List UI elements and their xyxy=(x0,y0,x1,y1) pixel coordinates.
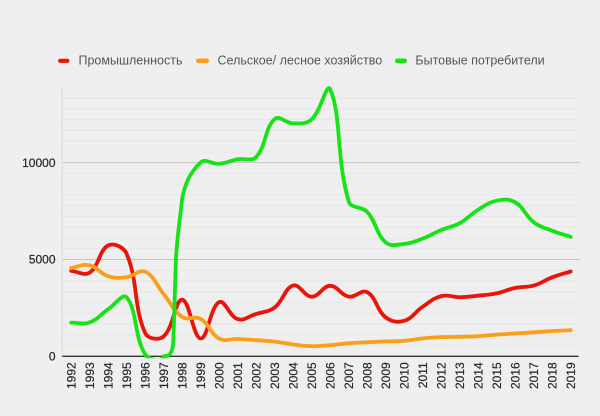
svg-text:2008: 2008 xyxy=(361,362,375,389)
svg-text:2015: 2015 xyxy=(490,362,504,389)
svg-text:Бытовые потребители: Бытовые потребители xyxy=(415,54,544,68)
svg-text:2007: 2007 xyxy=(342,362,356,389)
svg-text:1992: 1992 xyxy=(65,362,79,389)
svg-text:10000: 10000 xyxy=(22,156,56,170)
svg-text:2019: 2019 xyxy=(564,362,578,389)
svg-text:2005: 2005 xyxy=(305,362,319,389)
svg-text:2006: 2006 xyxy=(324,362,338,389)
svg-text:1994: 1994 xyxy=(102,362,116,389)
svg-text:Сельское/ лесное хозяйство: Сельское/ лесное хозяйство xyxy=(218,54,383,68)
svg-text:1996: 1996 xyxy=(139,362,153,389)
svg-text:5000: 5000 xyxy=(29,253,56,267)
svg-text:2002: 2002 xyxy=(250,362,264,389)
svg-text:1995: 1995 xyxy=(120,362,134,389)
svg-text:2013: 2013 xyxy=(453,362,467,389)
svg-text:2014: 2014 xyxy=(472,362,486,389)
svg-text:0: 0 xyxy=(49,350,56,364)
svg-text:2004: 2004 xyxy=(287,362,301,389)
svg-text:2009: 2009 xyxy=(379,362,393,389)
svg-text:2016: 2016 xyxy=(509,362,523,389)
svg-text:2018: 2018 xyxy=(546,362,560,389)
svg-text:1997: 1997 xyxy=(157,362,171,389)
svg-text:2001: 2001 xyxy=(231,362,245,389)
svg-text:2003: 2003 xyxy=(268,362,282,389)
svg-text:2011: 2011 xyxy=(416,362,430,388)
svg-text:1998: 1998 xyxy=(176,362,190,389)
svg-text:2012: 2012 xyxy=(435,362,449,389)
svg-text:1993: 1993 xyxy=(83,362,97,389)
svg-text:Промышленность: Промышленность xyxy=(79,54,183,68)
svg-text:2000: 2000 xyxy=(213,362,227,389)
svg-text:1999: 1999 xyxy=(194,362,208,389)
svg-text:2017: 2017 xyxy=(527,362,541,389)
svg-text:2010: 2010 xyxy=(398,362,412,389)
